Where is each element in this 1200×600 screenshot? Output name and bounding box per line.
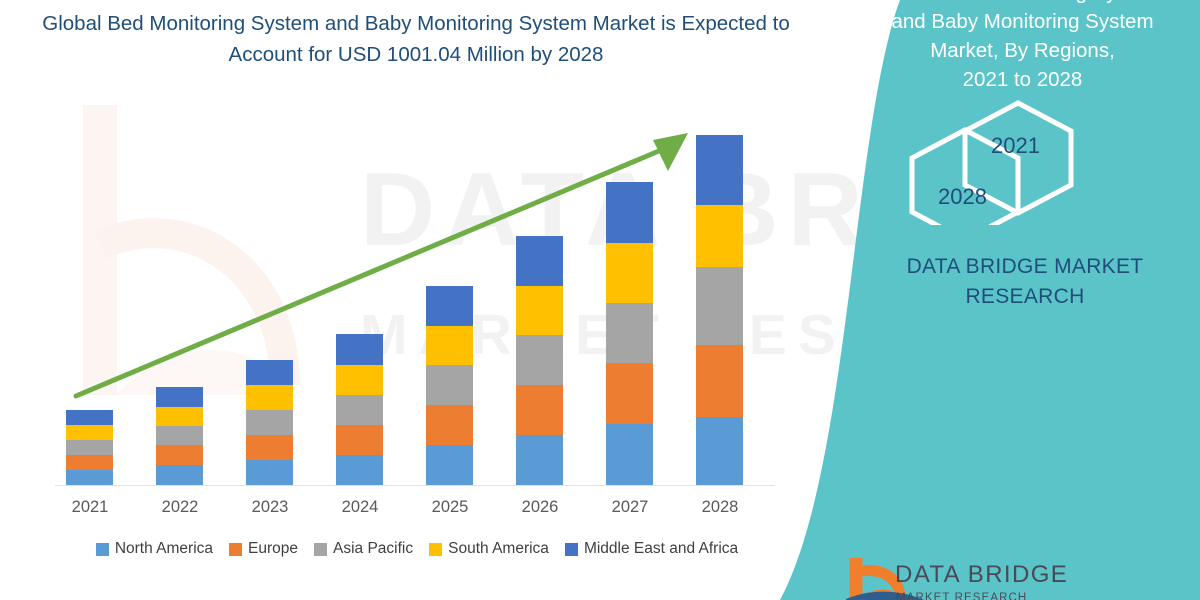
bar-2021[interactable] <box>66 410 113 485</box>
panel-heading-line-1: Global Bed Monitoring System <box>845 0 1200 7</box>
growth-arrow-icon <box>73 133 688 399</box>
brand-name: DATA BRIDGE MARKET RESEARCH <box>860 252 1190 312</box>
bar-segment[interactable] <box>426 286 473 326</box>
legend-swatch-icon <box>229 542 243 556</box>
bar-segment[interactable] <box>426 326 473 365</box>
brand-line-2: RESEARCH <box>965 285 1085 308</box>
bar-segment[interactable] <box>606 243 653 303</box>
bar-segment[interactable] <box>336 334 383 365</box>
bar-segment[interactable] <box>696 345 743 417</box>
bar-segment[interactable] <box>696 205 743 267</box>
bar-segment[interactable] <box>426 445 473 485</box>
bar-segment[interactable] <box>696 135 743 205</box>
legend-item[interactable]: Middle East and Africa <box>564 540 739 558</box>
bar-chart: 2021 2022 2023 2024 2025 2026 2027 2028 <box>55 133 775 516</box>
legend-label: North America <box>114 540 214 557</box>
x-tick-2022: 2022 <box>161 498 199 516</box>
bar-segment[interactable] <box>246 460 293 485</box>
bar-2027[interactable] <box>606 182 653 485</box>
bar-segment[interactable] <box>516 385 563 435</box>
bar-segment[interactable] <box>516 335 563 385</box>
hexagon-2021-label: 2021 <box>991 133 1040 158</box>
bar-segment[interactable] <box>246 385 293 410</box>
bar-2025[interactable] <box>426 286 473 485</box>
legend-label: Middle East and Africa <box>583 540 739 557</box>
bar-segment[interactable] <box>606 424 653 485</box>
legend-item[interactable]: North America <box>95 540 214 558</box>
legend-swatch-icon <box>429 542 443 556</box>
panel-heading: Global Bed Monitoring System and Baby Mo… <box>845 0 1200 94</box>
bar-2023[interactable] <box>246 360 293 485</box>
legend-label: Europe <box>248 540 298 557</box>
legend-label: Asia Pacific <box>333 540 414 557</box>
chart-legend: North America Europe Asia Pacific South Ame… <box>52 540 782 558</box>
bar-2026[interactable] <box>516 236 563 485</box>
bar-segment[interactable] <box>516 286 563 335</box>
legend-item[interactable]: South America <box>429 540 549 558</box>
bar-segment[interactable] <box>66 425 113 440</box>
x-axis-line <box>55 485 775 486</box>
bar-segment[interactable] <box>246 435 293 460</box>
bar-segment[interactable] <box>336 365 383 395</box>
legend-item[interactable]: Europe <box>229 540 298 558</box>
legend-swatch-icon <box>314 542 327 556</box>
bar-segment[interactable] <box>606 363 653 424</box>
bar-segment[interactable] <box>516 236 563 286</box>
panel-heading-line-3: Market, By Regions, <box>930 39 1115 62</box>
panel-heading-line-4: 2021 to 2028 <box>962 68 1083 91</box>
teal-side-panel <box>780 0 1200 600</box>
bar-segment[interactable] <box>336 455 383 485</box>
bar-segment[interactable] <box>336 395 383 425</box>
x-tick-2024: 2024 <box>341 498 379 516</box>
bar-segment[interactable] <box>606 303 653 363</box>
bar-segment[interactable] <box>156 387 203 407</box>
dbmr-logo-icon <box>846 558 924 600</box>
bar-segment[interactable] <box>426 365 473 405</box>
dbmr-logo-subtext: MARKET RESEARCH <box>896 592 1028 600</box>
bar-segment[interactable] <box>156 465 203 485</box>
brand-line-1: DATA BRIDGE MARKET <box>906 255 1144 278</box>
legend-swatch-icon <box>95 542 109 556</box>
legend-item[interactable]: Asia Pacific <box>314 540 413 558</box>
bar-segment[interactable] <box>156 426 203 445</box>
x-tick-2021: 2021 <box>71 498 109 516</box>
hexagon-2028-label: 2028 <box>938 184 987 209</box>
chart-title: Global Bed Monitoring System and Baby Mo… <box>42 12 790 66</box>
bar-segment[interactable] <box>156 407 203 426</box>
bar-segment[interactable] <box>66 470 113 485</box>
hexagon-group: 2021 2028 <box>905 100 1135 243</box>
bar-segment[interactable] <box>66 455 113 470</box>
bar-segment[interactable] <box>606 182 653 243</box>
x-tick-2025: 2025 <box>431 498 469 516</box>
panel-heading-line-2: and Baby Monitoring System <box>891 10 1154 33</box>
bar-segment[interactable] <box>696 417 743 485</box>
bar-2024[interactable] <box>336 334 383 485</box>
bar-segment[interactable] <box>66 410 113 425</box>
legend-label: South America <box>448 540 549 557</box>
x-tick-2026: 2026 <box>521 498 559 516</box>
bar-segment[interactable] <box>516 435 563 485</box>
x-tick-2028: 2028 <box>701 498 739 516</box>
dbmr-logo-text: DATA BRIDGE <box>895 561 1069 588</box>
bar-2028[interactable] <box>696 135 743 485</box>
bar-segment[interactable] <box>156 445 203 465</box>
x-tick-2023: 2023 <box>251 498 289 516</box>
bar-2022[interactable] <box>156 387 203 485</box>
x-tick-2027: 2027 <box>611 498 649 516</box>
bar-segment[interactable] <box>66 440 113 455</box>
bar-segment[interactable] <box>246 360 293 385</box>
legend-swatch-icon <box>564 542 578 556</box>
bar-segment[interactable] <box>426 405 473 445</box>
bar-segment[interactable] <box>696 267 743 345</box>
bar-segment[interactable] <box>336 425 383 455</box>
bar-segment[interactable] <box>246 410 293 435</box>
